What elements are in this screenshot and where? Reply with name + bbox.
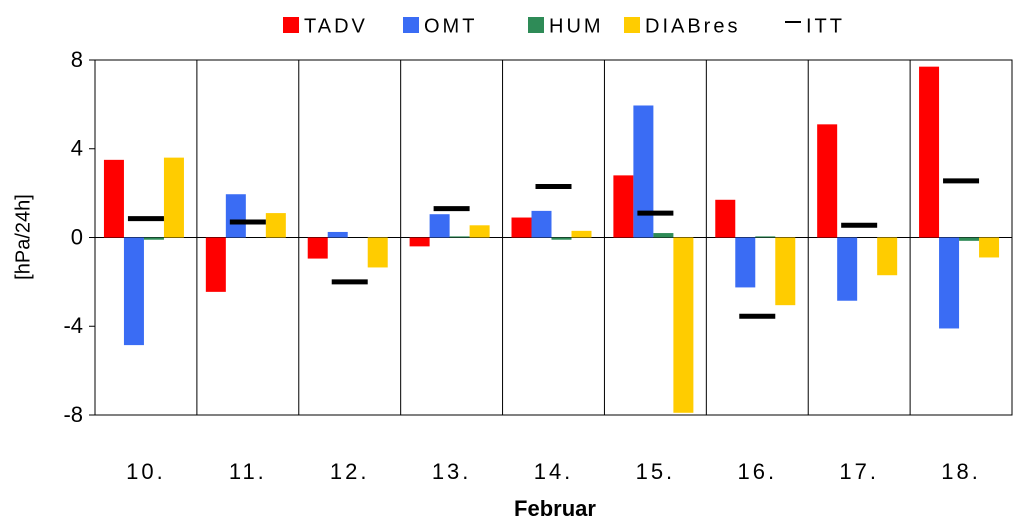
- legend-label: DIABres: [645, 15, 740, 37]
- x-tick-label: 14.: [534, 459, 574, 484]
- x-tick-label: 16.: [737, 459, 777, 484]
- x-tick-label: 11.: [229, 459, 267, 484]
- x-tick-label: 18.: [941, 459, 981, 484]
- legend-swatch: [624, 17, 640, 33]
- bar: [735, 237, 756, 288]
- bar: [715, 199, 736, 238]
- bar: [979, 237, 1000, 258]
- bar: [511, 217, 532, 238]
- bar: [817, 124, 838, 238]
- bar: [103, 159, 124, 238]
- legend-label: TADV: [304, 15, 368, 37]
- bar: [265, 213, 286, 238]
- bar: [959, 237, 980, 241]
- y-tick-label: 0: [71, 224, 83, 249]
- legend-swatch: [403, 17, 419, 33]
- bar: [613, 175, 634, 238]
- bar: [653, 233, 674, 238]
- bar: [307, 237, 328, 259]
- y-axis-label: [hPa/24h]: [12, 194, 34, 280]
- bar: [919, 66, 940, 238]
- bar: [143, 237, 164, 240]
- bar: [367, 237, 388, 268]
- bar: [429, 214, 450, 238]
- bar: [123, 237, 144, 346]
- legend-label: OMT: [424, 15, 477, 37]
- bar: [939, 237, 960, 329]
- x-tick-label: 12.: [330, 459, 370, 484]
- bar: [205, 237, 226, 292]
- bar: [633, 105, 654, 238]
- y-tick-label: -4: [63, 313, 83, 338]
- legend-swatch: [528, 17, 544, 33]
- bar: [225, 194, 246, 238]
- bar: [531, 210, 552, 238]
- bar: [551, 237, 572, 240]
- x-tick-label: 10.: [126, 459, 166, 484]
- x-tick-label: 13.: [432, 459, 472, 484]
- bar: [837, 237, 858, 301]
- y-tick-label: 8: [71, 47, 83, 72]
- x-tick-label: 17.: [839, 459, 879, 484]
- bar: [469, 225, 490, 238]
- y-tick-label: 4: [71, 136, 83, 161]
- legend-label: HUM: [549, 15, 604, 37]
- bar: [673, 237, 694, 413]
- bar: [877, 237, 898, 276]
- x-tick-label: 15.: [636, 459, 676, 484]
- bar: [755, 236, 776, 238]
- bar: [775, 237, 796, 306]
- bar: [409, 237, 430, 247]
- bar: [327, 231, 348, 238]
- y-tick-label: -8: [63, 402, 83, 427]
- legend-swatch: [283, 17, 299, 33]
- bar: [449, 236, 470, 238]
- bar: [163, 157, 184, 238]
- bar: [571, 230, 592, 238]
- legend-label: ITT: [806, 15, 845, 37]
- x-axis-label: Februar: [514, 496, 596, 521]
